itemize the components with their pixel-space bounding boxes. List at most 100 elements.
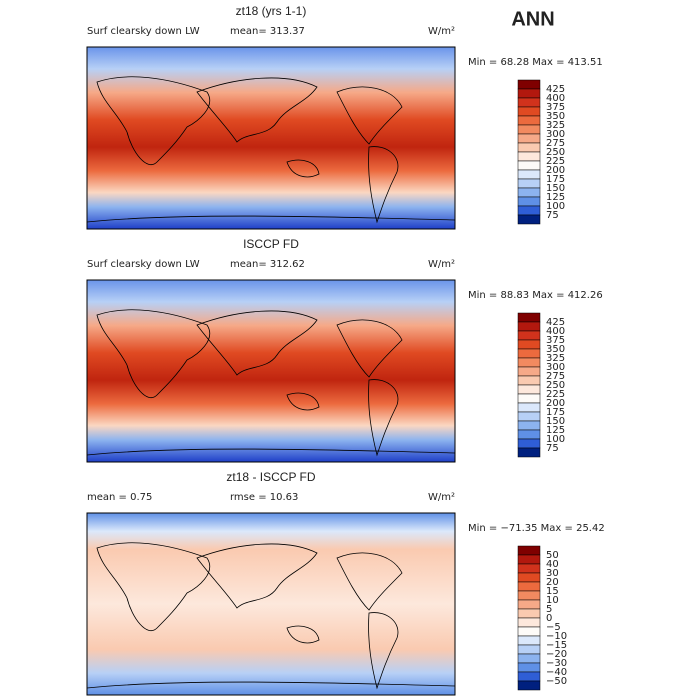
figure-title: ANN <box>511 8 554 30</box>
colorbar-label: 300 <box>546 129 565 140</box>
colorbar-label: 400 <box>546 326 565 337</box>
panel-units: W/m² <box>428 26 455 37</box>
colorbar-label: 400 <box>546 93 565 104</box>
panel-stat: mean= 313.37 <box>230 26 305 37</box>
colorbar-box <box>517 312 541 323</box>
colorbar-label: 375 <box>546 102 565 113</box>
panel-units: W/m² <box>428 492 455 503</box>
colorbar-label: 250 <box>546 380 565 391</box>
colorbar-box <box>517 563 541 574</box>
colorbar-label: 10 <box>546 595 559 606</box>
panel-title: zt18 - ISCCP FD <box>226 470 315 484</box>
colorbar-box <box>517 88 541 99</box>
colorbar-box <box>517 402 541 413</box>
colorbar-box <box>517 384 541 395</box>
colorbar-box <box>517 151 541 162</box>
panel: zt18 (yrs 1-1) Surf clearsky down LW mean=… <box>86 4 603 230</box>
colorbar-box <box>517 680 541 691</box>
colorbar-label: 200 <box>546 398 565 409</box>
colorbar-box <box>517 205 541 216</box>
colorbar-box <box>517 429 541 440</box>
colorbar-label: −20 <box>546 649 567 660</box>
colorbar-label: 5 <box>546 604 552 615</box>
panel-title: ISCCP FD <box>243 237 299 251</box>
colorbar-label: 50 <box>546 550 559 561</box>
panel-label: Surf clearsky down LW <box>87 259 200 270</box>
colorbar-box <box>517 357 541 368</box>
panel-minmax: Min = −71.35 Max = 25.42 <box>468 523 605 534</box>
colorbar-box <box>517 644 541 655</box>
colorbar-box <box>517 447 541 458</box>
colorbar-label: −40 <box>546 667 567 678</box>
colorbar-box <box>517 348 541 359</box>
colorbar-box <box>517 133 541 144</box>
colorbar-label: 175 <box>546 407 565 418</box>
colorbar-label: 100 <box>546 201 565 212</box>
colorbar-box <box>517 79 541 90</box>
colorbar-box <box>517 321 541 332</box>
colorbar-box <box>517 590 541 601</box>
colorbar-label: 225 <box>546 389 565 400</box>
colorbar-label: 125 <box>546 192 565 203</box>
colorbar-label: 375 <box>546 335 565 346</box>
colorbar-label: 325 <box>546 120 565 131</box>
colorbar-label: 350 <box>546 344 565 355</box>
colorbar-label: 30 <box>546 568 559 579</box>
colorbar-label: 250 <box>546 147 565 158</box>
colorbar-box <box>517 142 541 153</box>
colorbar-label: 0 <box>546 613 552 624</box>
colorbar-box <box>517 581 541 592</box>
colorbar-box <box>517 599 541 610</box>
colorbar-box <box>517 671 541 682</box>
panel-minmax: Min = 68.28 Max = 413.51 <box>468 57 603 68</box>
panels: zt18 (yrs 1-1) Surf clearsky down LW mean=… <box>86 4 605 696</box>
colorbar-label: 125 <box>546 425 565 436</box>
colorbar-box <box>517 554 541 565</box>
colorbar-box <box>517 662 541 673</box>
colorbar-box <box>517 187 541 198</box>
colorbar-label: −50 <box>546 676 567 687</box>
panel-stat: rmse = 10.63 <box>230 492 298 503</box>
map-field <box>86 279 456 463</box>
colorbar-label: 150 <box>546 416 565 427</box>
colorbar-box <box>517 366 541 377</box>
colorbar-box <box>517 626 541 637</box>
colorbar-label: −10 <box>546 631 567 642</box>
colorbar-label: −5 <box>546 622 561 633</box>
colorbar-box <box>517 196 541 207</box>
colorbar-box <box>517 635 541 646</box>
panel-minmax: Min = 88.83 Max = 412.26 <box>468 290 603 301</box>
colorbar-label: 75 <box>546 443 559 454</box>
colorbar-box <box>517 420 541 431</box>
colorbar-label: 15 <box>546 586 559 597</box>
panel-stat: mean= 312.62 <box>230 259 305 270</box>
colorbar-box <box>517 330 541 341</box>
colorbar-box <box>517 572 541 583</box>
panel-label: Surf clearsky down LW <box>87 26 200 37</box>
colorbar-box <box>517 653 541 664</box>
colorbar-label: 175 <box>546 174 565 185</box>
colorbar-box <box>517 393 541 404</box>
colorbar-box <box>517 375 541 386</box>
colorbar-box <box>517 438 541 449</box>
colorbar-label: 275 <box>546 138 565 149</box>
colorbar-label: 200 <box>546 165 565 176</box>
colorbar-label: −15 <box>546 640 567 651</box>
colorbar-label: 325 <box>546 353 565 364</box>
colorbar-label: 150 <box>546 183 565 194</box>
panel-title: zt18 (yrs 1-1) <box>236 4 307 18</box>
colorbar-box <box>517 115 541 126</box>
colorbar-box <box>517 106 541 117</box>
colorbar-box <box>517 169 541 180</box>
colorbar-label: 300 <box>546 362 565 373</box>
colorbar-label: 40 <box>546 559 559 570</box>
colorbar-box <box>517 608 541 619</box>
panel-units: W/m² <box>428 259 455 270</box>
colorbar-label: 275 <box>546 371 565 382</box>
panel: ISCCP FD Surf clearsky down LW mean= 312.6… <box>86 237 603 463</box>
map-field <box>86 46 456 230</box>
colorbar-label: 20 <box>546 577 559 588</box>
map-field <box>86 512 456 696</box>
colorbar-label: 100 <box>546 434 565 445</box>
